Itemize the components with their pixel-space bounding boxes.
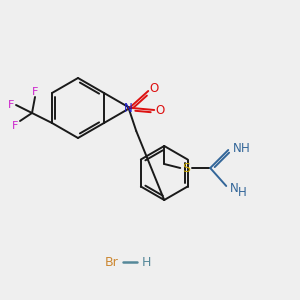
Text: H: H (142, 256, 152, 268)
Text: N: N (124, 101, 133, 115)
Text: Br: Br (105, 256, 119, 268)
Text: O: O (150, 82, 159, 94)
Text: H: H (238, 187, 247, 200)
Text: S: S (182, 161, 190, 175)
Text: F: F (12, 121, 18, 131)
Text: H: H (241, 142, 250, 154)
Text: N: N (233, 142, 242, 154)
Text: F: F (32, 87, 38, 97)
Text: O: O (156, 103, 165, 116)
Text: F: F (8, 100, 14, 110)
Text: N: N (230, 182, 239, 196)
